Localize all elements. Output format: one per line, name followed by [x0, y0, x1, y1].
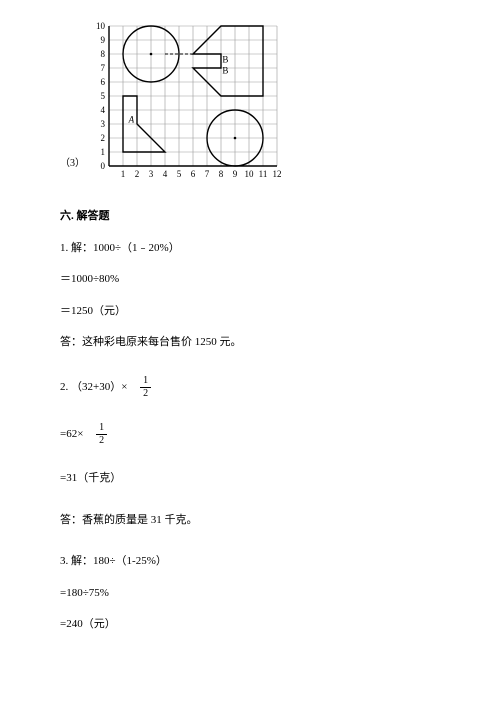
svg-text:10: 10 [96, 21, 106, 31]
svg-text:12: 12 [273, 169, 282, 179]
svg-text:4: 4 [101, 105, 106, 115]
q3-line3: =240（元） [60, 616, 450, 634]
svg-text:4: 4 [163, 169, 168, 179]
svg-text:1: 1 [101, 147, 106, 157]
q2-line2-text: =62× [60, 428, 83, 440]
svg-text:6: 6 [191, 169, 196, 179]
svg-text:B: B [222, 54, 228, 64]
q2-answer: 答：香蕉的质量是 31 千克。 [60, 512, 450, 530]
svg-text:2: 2 [135, 169, 140, 179]
svg-text:8: 8 [101, 49, 106, 59]
q2-line1-text: 2. （32+30）× [60, 381, 127, 393]
svg-text:10: 10 [245, 169, 255, 179]
fraction-denominator: 2 [140, 388, 151, 399]
q2-line1: 2. （32+30）× 1 2 [60, 376, 450, 399]
svg-text:11: 11 [259, 169, 268, 179]
svg-text:9: 9 [101, 35, 106, 45]
svg-text:6: 6 [101, 77, 106, 87]
svg-text:8: 8 [219, 169, 224, 179]
svg-text:1: 1 [121, 169, 126, 179]
svg-text:A: A [128, 115, 135, 125]
svg-text:9: 9 [233, 169, 238, 179]
svg-text:5: 5 [177, 169, 182, 179]
svg-text:5: 5 [101, 91, 106, 101]
svg-text:7: 7 [205, 169, 210, 179]
section-title: 六. 解答题 [60, 208, 450, 226]
svg-text:0: 0 [101, 161, 106, 171]
q3-line2: =180÷75% [60, 585, 450, 603]
grid-figure: 012345678910123456789101112ABB [91, 20, 281, 180]
fraction-numerator: 1 [140, 376, 151, 388]
q3-line1: 3. 解：180÷（1-25%） [60, 553, 450, 571]
svg-text:7: 7 [101, 63, 106, 73]
q2-line3: =31（千克） [60, 470, 450, 488]
svg-text:B: B [222, 66, 228, 76]
fraction-half-2: 1 2 [96, 423, 107, 446]
fraction-numerator-2: 1 [96, 423, 107, 435]
q1-line1: 1. 解：1000÷（1﹣20%） [60, 240, 450, 258]
svg-text:2: 2 [101, 133, 106, 143]
q2-line2: =62× 1 2 [60, 423, 450, 446]
q1-line3: ＝1250（元） [60, 303, 450, 321]
figure-label: （3） [60, 156, 85, 172]
svg-text:3: 3 [149, 169, 154, 179]
fraction-half: 1 2 [140, 376, 151, 399]
svg-text:3: 3 [101, 119, 106, 129]
q1-line2: ＝1000÷80% [60, 271, 450, 289]
q1-answer: 答：这种彩电原来每台售价 1250 元。 [60, 334, 450, 352]
fraction-denominator-2: 2 [96, 435, 107, 446]
